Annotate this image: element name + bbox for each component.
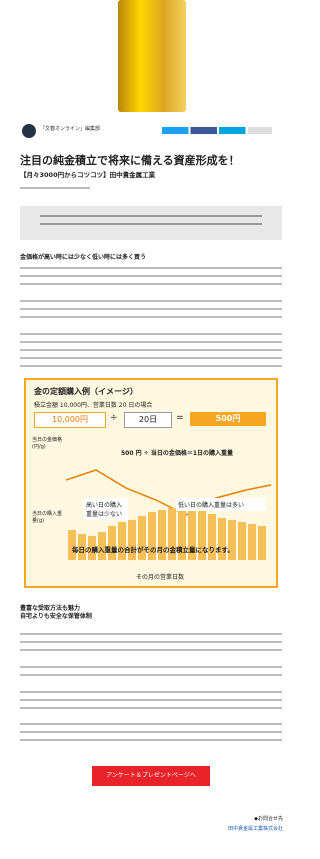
weight-label: 当日の購入重量(g) [32, 510, 66, 524]
info-condition: 積立金額 10,000円、営業日数 20 日の場合 [34, 400, 152, 409]
result-box: 500円 [190, 412, 266, 426]
days-box: 20日 [124, 412, 172, 428]
paragraph [20, 264, 282, 288]
paragraph [20, 688, 282, 712]
equals: = [176, 413, 184, 423]
formula: 500 円 ÷ 当日の金価格＝1日の購入重量 [121, 448, 233, 457]
total-note: 毎日の購入重量の合計がその月の金積立量になります。 [72, 544, 234, 554]
divide: ÷ [110, 413, 118, 423]
headline: 注目の純金積立で将来に備える資産形成を！ [20, 152, 240, 168]
low-note: 低い日の購入重量は多い [176, 498, 266, 511]
heading-line: 豊富な受取方法も魅力 [20, 605, 92, 613]
date-line [20, 184, 90, 190]
paragraph [20, 330, 282, 370]
page: 「文春オンライン」編集部 注目の純金積立で将来に備える資産形成を！ 【月々300… [0, 0, 303, 859]
author: 「文春オンライン」編集部 [40, 125, 100, 132]
section-heading: 豊富な受取方法も魅力自宅よりも安全な保管体制 [20, 605, 92, 621]
price-label: 当日の金価格(円/g) [32, 436, 66, 450]
info-title: 金の定額購入例（イメージ） [34, 386, 138, 397]
paragraph [20, 297, 282, 321]
infographic: 金の定額購入例（イメージ） 積立金額 10,000円、営業日数 20 日の場合 … [24, 378, 278, 588]
author-icon [22, 124, 36, 138]
contact-label: ◆お問合せ先 [254, 815, 283, 822]
subheadline: 【月々3000円からコツコツ】田中貴金属工業 [20, 169, 155, 179]
paragraph [20, 663, 282, 679]
heading-line: 自宅よりも安全な保管体制 [20, 613, 92, 621]
x-label: その月の営業日数 [136, 572, 184, 581]
contact-company[interactable]: 田中貴金属工業株式会社 [228, 825, 283, 832]
paragraph [20, 630, 282, 654]
lead-box [20, 206, 282, 240]
share-buttons[interactable] [162, 127, 272, 134]
amount-box: 10,000円 [34, 412, 106, 428]
section-heading: 金価格が高い時には少なく低い時には多く買う [20, 252, 146, 261]
paragraph [20, 720, 282, 744]
cta-button[interactable]: アンケート＆プレゼントページへ [92, 766, 210, 786]
gold-bar-image [118, 0, 186, 112]
high-note: 高い日の購入重量は少ない [84, 498, 128, 520]
